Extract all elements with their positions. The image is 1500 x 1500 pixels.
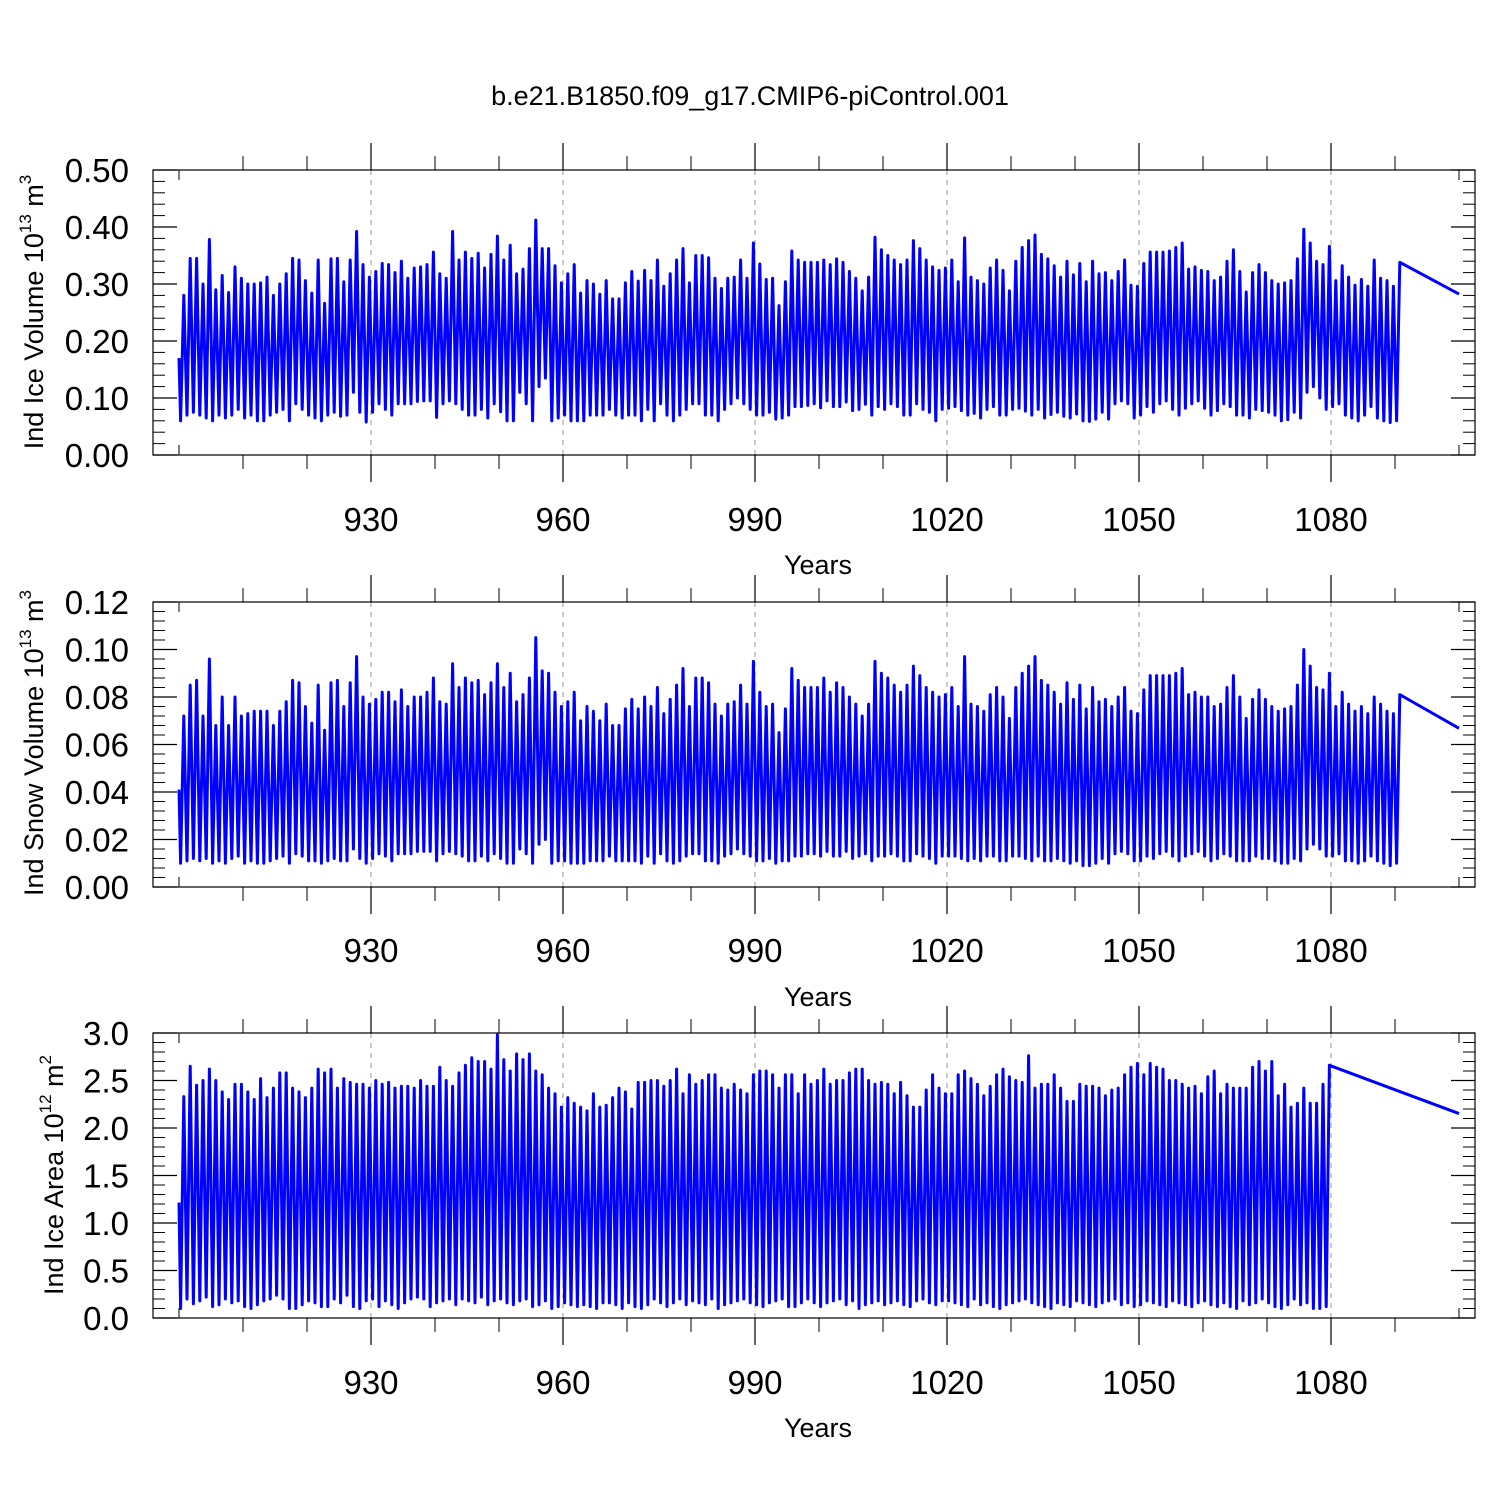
x-tick-label: 1020 xyxy=(910,932,983,969)
y-tick-label: 1.0 xyxy=(83,1205,129,1242)
y-axis-label: Ind Ice Volume 1013 m3 xyxy=(16,175,49,450)
x-tick-label: 960 xyxy=(535,501,590,538)
plot-frame xyxy=(152,169,1476,456)
panel-ice-volume: Years Ind Ice Volume 1013 m3 930 960 990 10… xyxy=(16,143,1476,580)
panel-snow-volume: Years Ind Snow Volume 1013 m3 930 960 990 1… xyxy=(16,575,1476,1012)
y-tick-label: 0.0 xyxy=(83,1300,129,1337)
y-tick-label: 0.08 xyxy=(65,679,129,716)
x-tick-label: 1080 xyxy=(1294,501,1367,538)
y-tick-label: 0.12 xyxy=(65,584,129,621)
x-tick-label: 990 xyxy=(727,501,782,538)
y-axis-label-exponent: 13 xyxy=(16,629,35,648)
chart-title: b.e21.B1850.f09_g17.CMIP6-piControl.001 xyxy=(491,81,1009,111)
x-tick-label: 1020 xyxy=(910,1364,983,1401)
x-tick-label: 930 xyxy=(343,1364,398,1401)
x-tick-label: 990 xyxy=(727,932,782,969)
y-tick-label: 0.10 xyxy=(65,380,129,417)
y-tick-label: 2.0 xyxy=(83,1110,129,1147)
x-tick-label: 960 xyxy=(535,1364,590,1401)
y-axis-label-exponent: 13 xyxy=(16,214,35,233)
x-tick-label: 1020 xyxy=(910,501,983,538)
y-tick-label: 0.00 xyxy=(65,869,129,906)
x-tick-label: 1050 xyxy=(1102,501,1175,538)
y-axis-label-unit: m xyxy=(19,599,49,622)
series-line xyxy=(177,636,1460,868)
y-axis-label: Ind Snow Volume 1013 m3 xyxy=(16,590,49,896)
y-axis-label-exponent: 12 xyxy=(36,1094,55,1113)
y-axis-label-unit-exponent: 3 xyxy=(16,590,35,599)
x-tick-label: 1050 xyxy=(1102,1364,1175,1401)
y-tick-label: 0.06 xyxy=(65,727,129,764)
y-axis-label: Ind Ice Area 1012 m2 xyxy=(36,1055,69,1295)
panel-ice-area: Years Ind Ice Area 1012 m2 930 960 990 1020… xyxy=(36,1006,1476,1443)
y-axis-label-unit-exponent: 3 xyxy=(16,175,35,184)
y-tick-label: 0.02 xyxy=(65,822,129,859)
y-tick-label: 0.30 xyxy=(65,266,129,303)
x-tick-label: 930 xyxy=(343,932,398,969)
y-tick-label: 1.5 xyxy=(83,1158,129,1195)
x-tick-label: 990 xyxy=(727,1364,782,1401)
y-tick-label: 0.20 xyxy=(65,323,129,360)
y-tick-label: 0.04 xyxy=(65,774,129,811)
y-axis-label-main: Ind Ice Area 10 xyxy=(39,1113,69,1295)
series-line xyxy=(177,218,1460,425)
y-axis-label-unit: m xyxy=(39,1064,69,1087)
y-tick-label: 2.5 xyxy=(83,1063,129,1100)
series-line xyxy=(177,1033,1460,1310)
y-tick-label: 0.40 xyxy=(65,209,129,246)
x-axis-label: Years xyxy=(784,1413,852,1443)
x-tick-label: 960 xyxy=(535,932,590,969)
y-tick-label: 0.10 xyxy=(65,632,129,669)
x-axis-label: Years xyxy=(784,982,852,1012)
x-tick-label: 1080 xyxy=(1294,932,1367,969)
x-axis-label: Years xyxy=(784,550,852,580)
y-tick-label: 0.50 xyxy=(65,152,129,189)
x-tick-label: 1080 xyxy=(1294,1364,1367,1401)
y-axis-label-unit-exponent: 2 xyxy=(36,1055,55,1064)
x-tick-label: 1050 xyxy=(1102,932,1175,969)
y-axis-label-unit: m xyxy=(19,184,49,207)
y-axis-label-main: Ind Ice Volume 10 xyxy=(19,233,49,449)
y-tick-label: 3.0 xyxy=(83,1015,129,1052)
x-tick-label: 930 xyxy=(343,501,398,538)
y-tick-label: 0.5 xyxy=(83,1253,129,1290)
y-axis-label-main: Ind Snow Volume 10 xyxy=(19,648,49,896)
y-tick-label: 0.00 xyxy=(65,437,129,474)
